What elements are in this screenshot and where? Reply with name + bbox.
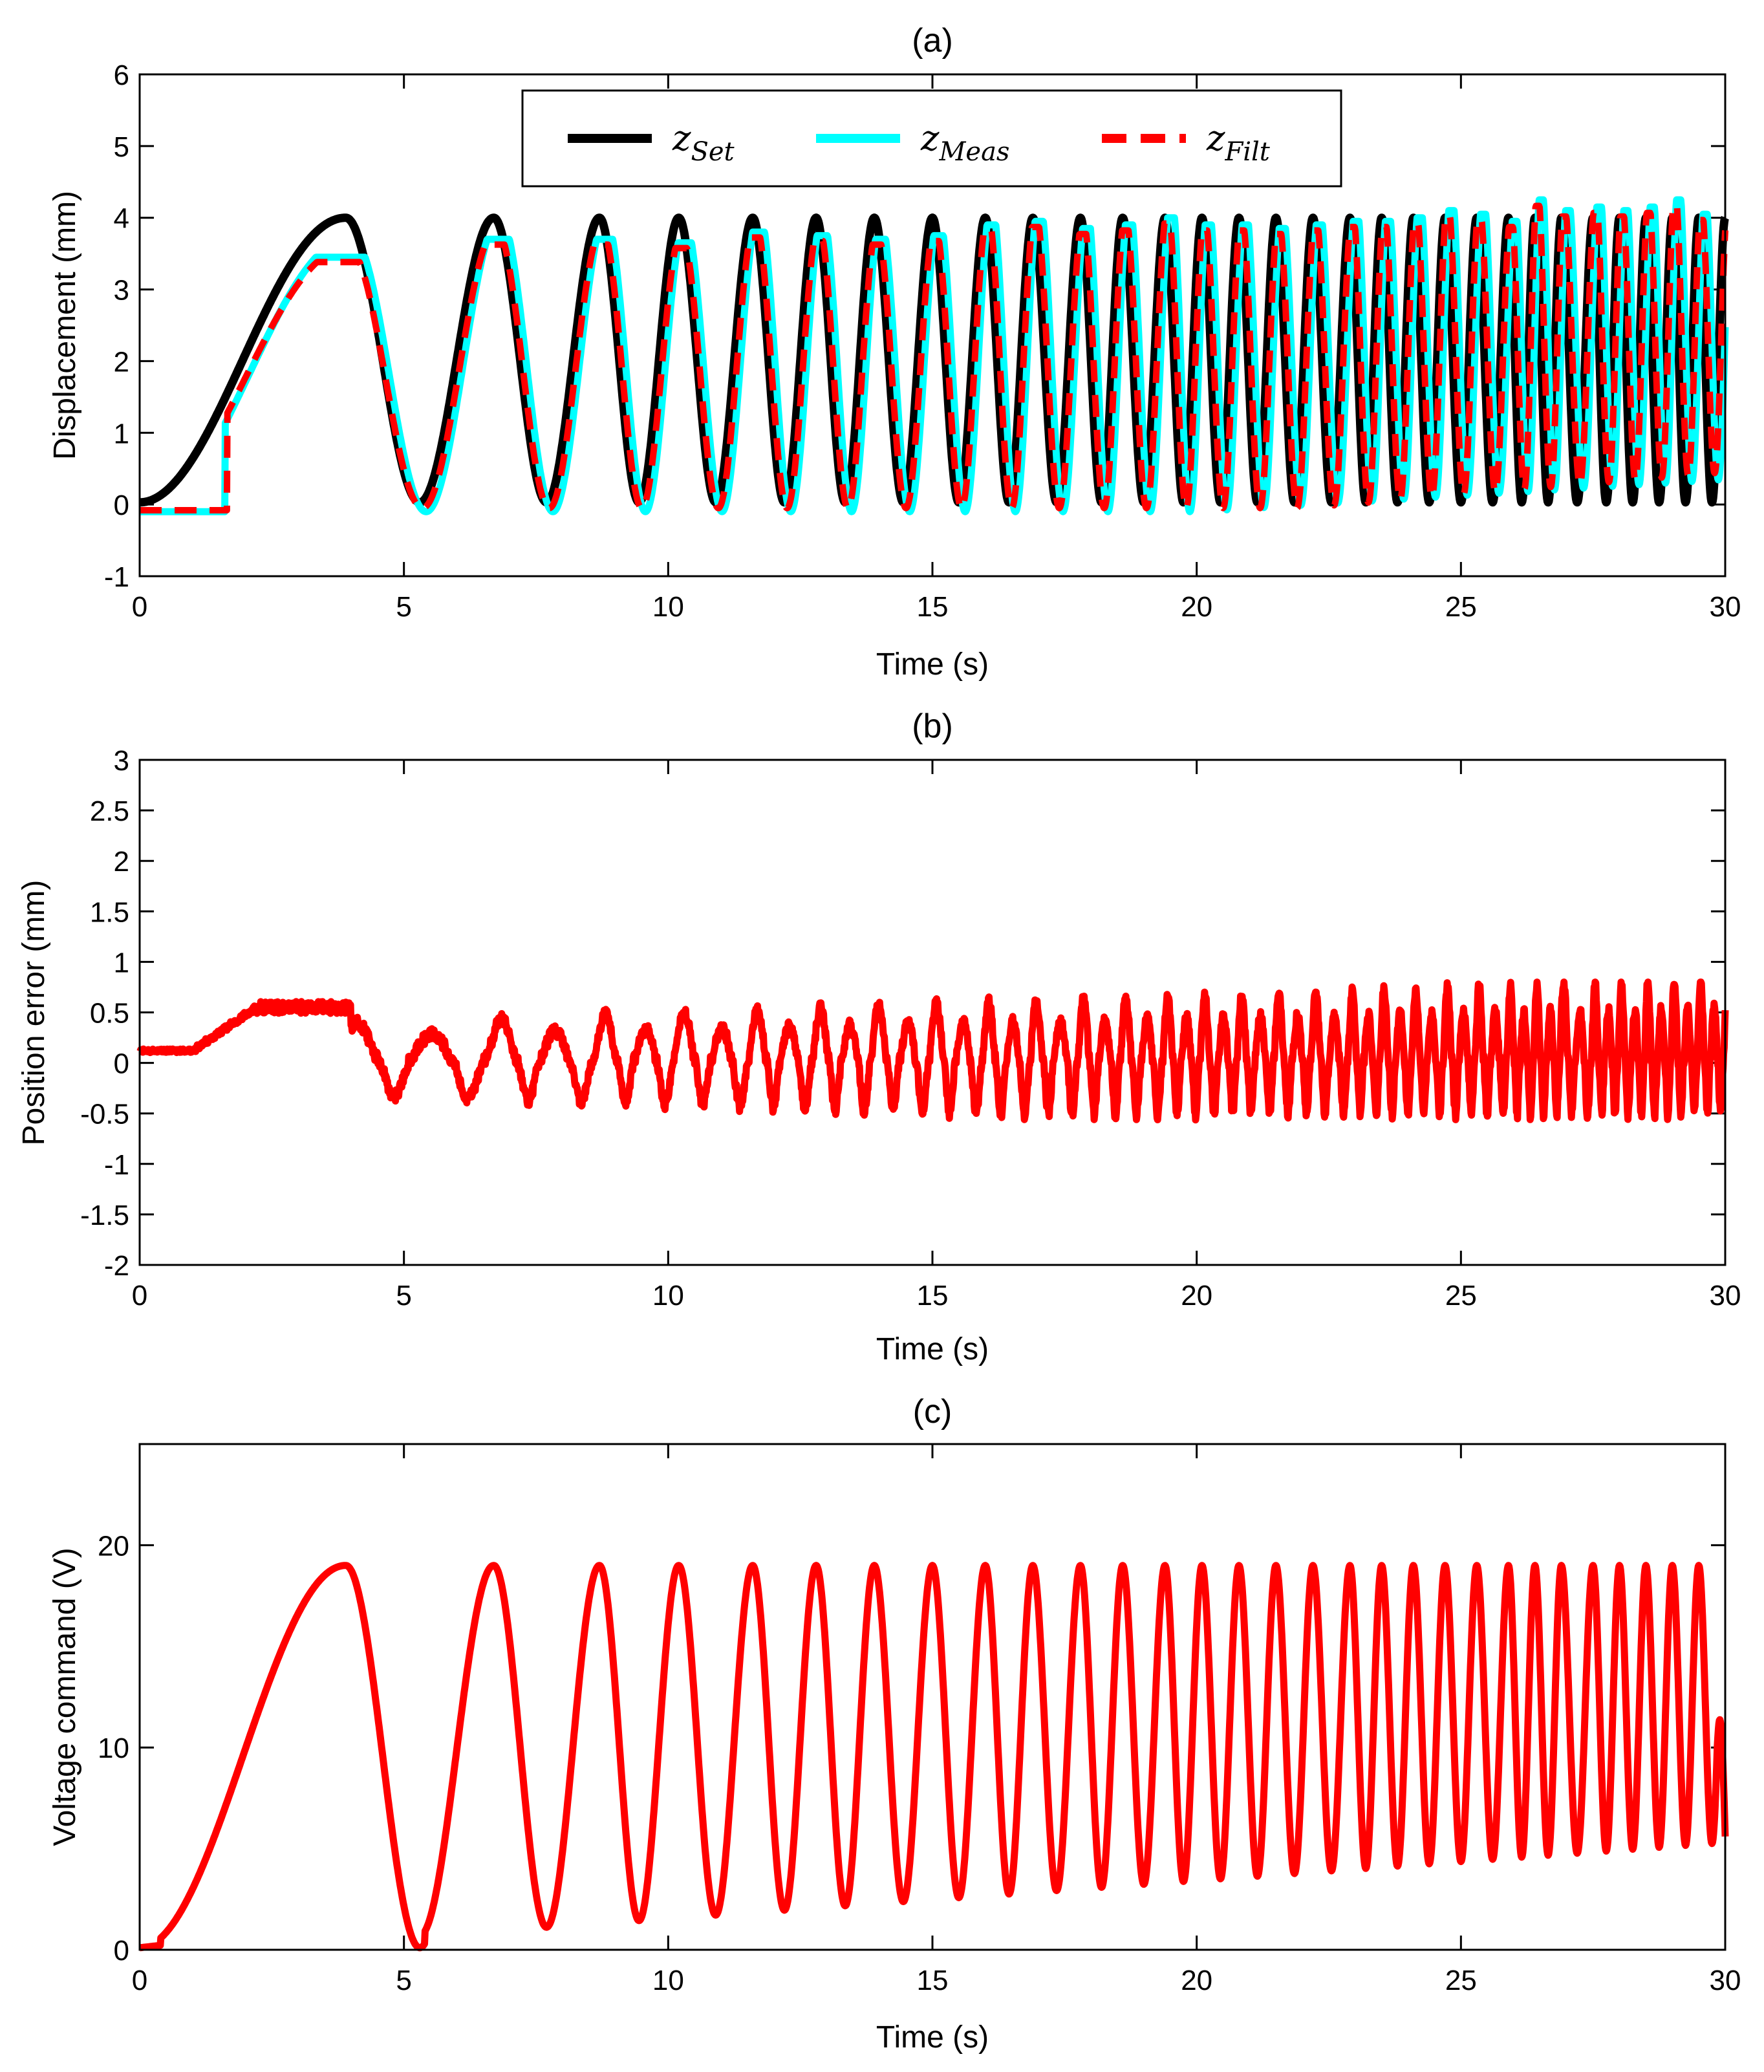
panel-b-xtick-label-2: 10 [652, 1280, 684, 1311]
panel-b-ytick-label-8: 2 [114, 846, 129, 878]
panel-a-xtick-label-6: 30 [1710, 591, 1741, 623]
series-z-meas-line [136, 196, 1729, 515]
legend-label-z-filt: zFilt [1206, 118, 1271, 167]
panel-c-xtick-label-4: 20 [1181, 1965, 1212, 1996]
panel-b-ytick-label-9: 2.5 [90, 795, 129, 827]
panel-a-title: (a) [912, 22, 953, 59]
panel-a-ytick-label-0: -1 [104, 561, 129, 593]
legend-label-z-set: zSet [672, 118, 735, 167]
panel-b-ytick-label-0: -2 [104, 1250, 129, 1282]
panel-b-xtick-label-4: 20 [1181, 1280, 1212, 1311]
panel-a-ytick-label-7: 6 [114, 59, 129, 91]
panel-a-ytick-label-1: 0 [114, 490, 129, 521]
panel-c-xtick-label-3: 15 [917, 1965, 949, 1996]
panel-a-ylabel: Displacement (mm) [48, 191, 82, 460]
panel-a-ytick-label-6: 5 [114, 131, 129, 163]
panel-a-xlabel: Time (s) [876, 647, 989, 682]
panel-c-xtick-label-2: 10 [652, 1965, 684, 1996]
panel-c-ytick-label-0: 0 [114, 1935, 129, 1967]
panel-b-xtick-label-0: 0 [132, 1280, 147, 1311]
panel-b: (b) 0 5 10 15 20 25 30 -2 -1.5 -1 -0.5 0 0.5 1 1.5 2 2.5… [17, 707, 1741, 1366]
panel-b-plot-lines [136, 978, 1729, 1124]
panel-b-title: (b) [912, 707, 953, 745]
panel-c-xtick-label-1: 5 [396, 1965, 411, 1996]
panel-b-xlabel: Time (s) [876, 1332, 989, 1366]
panel-b-xtick-label-6: 30 [1710, 1280, 1741, 1311]
panel-a-plot-lines [136, 196, 1729, 515]
panel-a-xtick-label-4: 20 [1181, 591, 1212, 623]
series-error-line [136, 978, 1729, 1124]
panel-c-ytick-label-1: 10 [98, 1732, 129, 1764]
panel-c-ytick-label-2: 20 [98, 1530, 129, 1562]
panel-c-xlabel: Time (s) [876, 2020, 989, 2055]
panel-b-ytick-label-3: -0.5 [80, 1099, 129, 1130]
panel-b-xtick-label-3: 15 [917, 1280, 949, 1311]
panel-b-xtick-label-5: 25 [1445, 1280, 1477, 1311]
panel-a-xtick-label-5: 25 [1445, 591, 1477, 623]
panel-c-xtick-label-0: 0 [132, 1965, 147, 1996]
legend-box [521, 89, 1342, 188]
panel-a-xtick-label-0: 0 [132, 591, 147, 623]
panel-b-axes-box [138, 759, 1726, 1266]
panel-c: (c) 0 5 10 15 20 25 30 0 10 20 Time (s) Voltage c… [48, 1393, 1741, 2055]
panel-a-xtick-label-3: 15 [917, 591, 949, 623]
panel-b-ytick-label-7: 1.5 [90, 896, 129, 928]
panel-c-ticks: 0 5 10 15 20 25 30 0 10 20 [98, 1444, 1741, 1996]
panel-b-ytick-label-2: -1 [104, 1149, 129, 1181]
panel-b-ylabel: Position error (mm) [17, 880, 51, 1146]
panel-a-ytick-label-2: 1 [114, 418, 129, 449]
panel-c-xtick-label-5: 25 [1445, 1965, 1477, 1996]
panel-a-xtick-label-2: 10 [652, 591, 684, 623]
panel-a-ytick-label-5: 4 [114, 203, 129, 235]
panel-b-ticks: 0 5 10 15 20 25 30 -2 -1.5 -1 -0.5 0 0.5 1 1.5 2 2.5 3 [80, 745, 1741, 1311]
panel-c-xtick-label-6: 30 [1710, 1965, 1741, 1996]
series-z-set-line [136, 213, 1729, 507]
series-voltage-line [136, 1562, 1729, 1952]
panel-b-ytick-label-1: -1.5 [80, 1200, 129, 1231]
panel-a-ytick-label-4: 3 [114, 275, 129, 307]
panel-b-ytick-label-6: 1 [114, 947, 129, 978]
panel-c-axes-box [138, 1443, 1726, 1951]
panel-c-title: (c) [913, 1393, 952, 1430]
panel-b-ytick-label-5: 0.5 [90, 998, 129, 1030]
panel-b-ytick-label-4: 0 [114, 1048, 129, 1080]
panel-a-xtick-label-1: 5 [396, 591, 411, 623]
panel-c-ylabel: Voltage command (V) [48, 1548, 82, 1846]
panel-b-ytick-label-10: 3 [114, 745, 129, 777]
legend: zSet zMeas zFilt [521, 89, 1342, 188]
panel-a-axes-box [138, 73, 1726, 577]
legend-label-z-meas: zMeas [920, 118, 1009, 167]
panel-b-xtick-label-1: 5 [396, 1280, 411, 1311]
panel-a-ytick-label-3: 2 [114, 346, 129, 378]
panel-c-plot-lines [136, 1562, 1729, 1952]
series-z-filt-line [136, 202, 1728, 513]
